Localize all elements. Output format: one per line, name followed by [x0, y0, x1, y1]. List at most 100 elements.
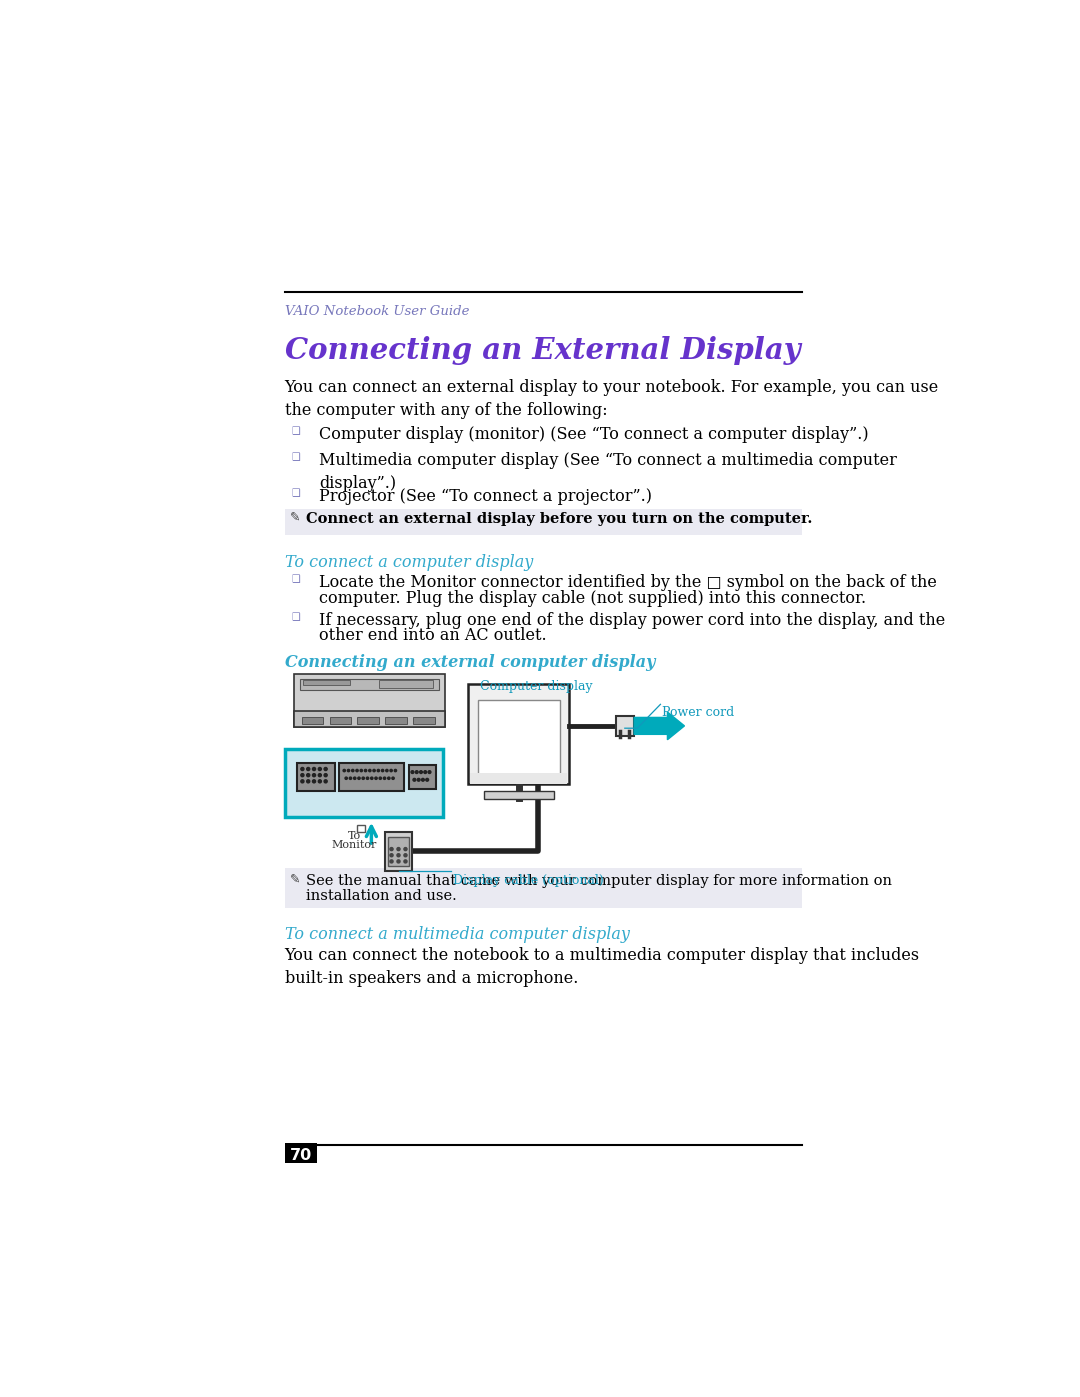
- Text: ❑: ❑: [292, 451, 300, 462]
- Text: Locate the Monitor connector identified by the □ symbol on the back of the: Locate the Monitor connector identified …: [320, 574, 937, 591]
- Circle shape: [324, 767, 327, 771]
- Text: Computer display (monitor) (See “To connect a computer display”.): Computer display (monitor) (See “To conn…: [320, 426, 869, 443]
- FancyBboxPatch shape: [300, 679, 438, 690]
- Circle shape: [345, 777, 348, 780]
- Circle shape: [397, 861, 400, 863]
- Circle shape: [397, 848, 400, 851]
- Circle shape: [381, 770, 383, 771]
- Circle shape: [301, 780, 303, 782]
- Text: See the manual that came with your computer display for more information on: See the manual that came with your compu…: [306, 873, 891, 887]
- Circle shape: [428, 771, 431, 774]
- Text: Connecting an external computer display: Connecting an external computer display: [284, 654, 654, 672]
- Text: Computer display: Computer display: [480, 680, 593, 693]
- FancyBboxPatch shape: [409, 764, 436, 789]
- Circle shape: [319, 767, 322, 771]
- Text: To connect a computer display: To connect a computer display: [284, 555, 532, 571]
- Circle shape: [357, 777, 360, 780]
- FancyBboxPatch shape: [469, 683, 569, 784]
- Text: Multimedia computer display (See “To connect a multimedia computer
display”.): Multimedia computer display (See “To con…: [320, 451, 897, 492]
- Circle shape: [404, 848, 407, 851]
- Circle shape: [421, 778, 424, 781]
- Text: You can connect an external display to your notebook. For example, you can use
t: You can connect an external display to y…: [284, 380, 939, 419]
- Circle shape: [417, 778, 420, 781]
- Text: Power cord: Power cord: [662, 705, 734, 719]
- Circle shape: [366, 777, 368, 780]
- FancyBboxPatch shape: [357, 718, 379, 724]
- Circle shape: [379, 777, 381, 780]
- Circle shape: [394, 770, 396, 771]
- Circle shape: [373, 770, 375, 771]
- FancyBboxPatch shape: [356, 826, 365, 833]
- Circle shape: [390, 854, 393, 856]
- Circle shape: [324, 780, 327, 782]
- FancyBboxPatch shape: [294, 675, 445, 726]
- Circle shape: [426, 778, 429, 781]
- Circle shape: [416, 771, 418, 774]
- Circle shape: [312, 774, 315, 777]
- FancyBboxPatch shape: [616, 715, 634, 736]
- Circle shape: [319, 780, 322, 782]
- FancyBboxPatch shape: [284, 1143, 318, 1164]
- Circle shape: [319, 774, 322, 777]
- Circle shape: [390, 848, 393, 851]
- Circle shape: [377, 770, 379, 771]
- Circle shape: [383, 777, 386, 780]
- Circle shape: [392, 777, 394, 780]
- Circle shape: [404, 861, 407, 863]
- Circle shape: [307, 767, 310, 771]
- Circle shape: [404, 854, 407, 856]
- Text: To: To: [348, 831, 361, 841]
- Circle shape: [364, 770, 367, 771]
- FancyBboxPatch shape: [297, 763, 335, 791]
- FancyBboxPatch shape: [386, 718, 407, 724]
- Circle shape: [390, 770, 392, 771]
- Text: Connect an external display before you turn on the computer.: Connect an external display before you t…: [306, 511, 812, 525]
- FancyBboxPatch shape: [294, 711, 445, 726]
- Circle shape: [301, 774, 303, 777]
- Text: computer. Plug the display cable (not supplied) into this connector.: computer. Plug the display cable (not su…: [320, 590, 866, 606]
- FancyBboxPatch shape: [470, 774, 567, 782]
- Text: Connecting an External Display: Connecting an External Display: [284, 335, 800, 365]
- Text: ❑: ❑: [292, 574, 300, 584]
- Circle shape: [312, 767, 315, 771]
- Circle shape: [375, 777, 377, 780]
- Text: Display cable (optional): Display cable (optional): [453, 873, 604, 887]
- Circle shape: [397, 854, 400, 856]
- Text: Projector (See “To connect a projector”.): Projector (See “To connect a projector”.…: [320, 488, 652, 504]
- Text: other end into an AC outlet.: other end into an AC outlet.: [320, 627, 548, 644]
- Circle shape: [353, 777, 356, 780]
- FancyBboxPatch shape: [389, 837, 408, 866]
- Circle shape: [307, 780, 310, 782]
- FancyBboxPatch shape: [470, 773, 567, 784]
- Text: 70: 70: [289, 1148, 312, 1162]
- Circle shape: [324, 774, 327, 777]
- Circle shape: [360, 770, 363, 771]
- Text: ✎: ✎: [291, 873, 300, 886]
- FancyBboxPatch shape: [329, 718, 351, 724]
- FancyBboxPatch shape: [303, 680, 350, 685]
- FancyBboxPatch shape: [484, 791, 554, 799]
- Polygon shape: [634, 712, 685, 740]
- Text: To connect a multimedia computer display: To connect a multimedia computer display: [284, 926, 630, 943]
- Circle shape: [368, 770, 372, 771]
- Circle shape: [420, 771, 422, 774]
- Text: ✎: ✎: [291, 511, 300, 524]
- FancyBboxPatch shape: [477, 700, 559, 774]
- Text: VAIO Notebook User Guide: VAIO Notebook User Guide: [284, 305, 469, 317]
- Text: ❑: ❑: [292, 426, 300, 436]
- Text: If necessary, plug one end of the display power cord into the display, and the: If necessary, plug one end of the displa…: [320, 612, 946, 629]
- Circle shape: [349, 777, 352, 780]
- Circle shape: [301, 767, 303, 771]
- FancyBboxPatch shape: [284, 749, 444, 817]
- Circle shape: [362, 777, 364, 780]
- Circle shape: [388, 777, 390, 780]
- FancyBboxPatch shape: [284, 509, 801, 535]
- Circle shape: [411, 771, 414, 774]
- Text: ❑: ❑: [292, 488, 300, 497]
- Circle shape: [307, 774, 310, 777]
- FancyBboxPatch shape: [414, 718, 435, 724]
- Text: Monitor: Monitor: [332, 840, 377, 849]
- Circle shape: [348, 770, 350, 771]
- Circle shape: [413, 778, 416, 781]
- Circle shape: [386, 770, 388, 771]
